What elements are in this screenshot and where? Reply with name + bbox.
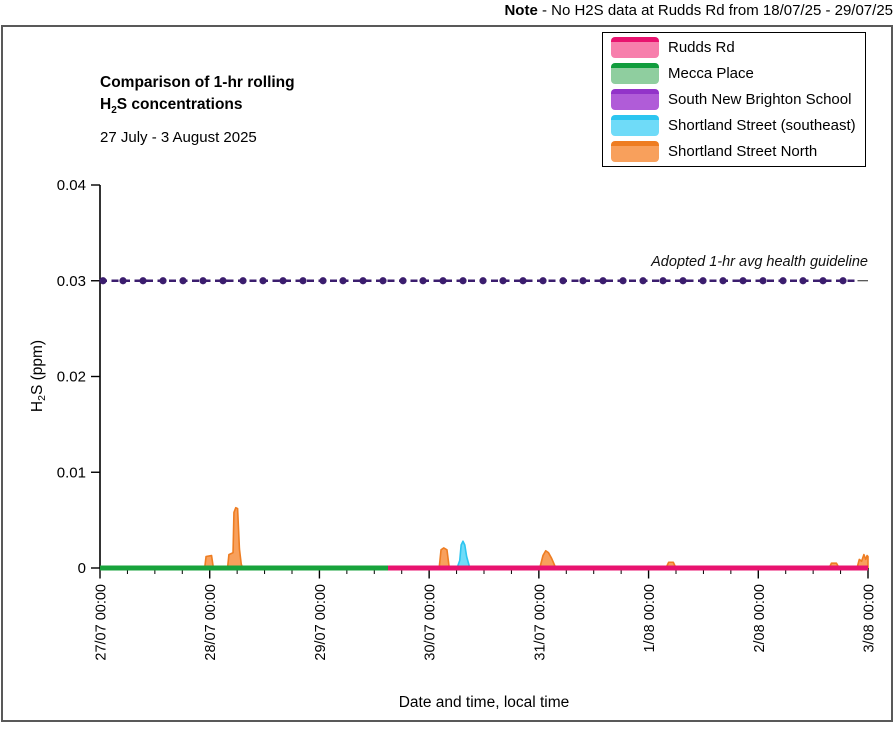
guideline-marker (219, 277, 227, 285)
legend-swatch-icon (611, 37, 659, 59)
guideline-marker (99, 277, 107, 285)
series-spike-shortland-street-north (538, 549, 557, 569)
guideline-marker (599, 277, 607, 285)
guideline-marker (479, 277, 487, 285)
x-tick-label: 28/07 00:00 (203, 584, 219, 661)
series-spike-shortland-street-north (856, 553, 869, 569)
legend-item: Mecca Place (603, 63, 865, 85)
guideline-marker (299, 277, 307, 285)
guideline-marker (339, 277, 347, 285)
guideline-marker (179, 277, 187, 285)
guideline-marker (799, 277, 807, 285)
y-tick-label: 0.01 (57, 464, 86, 481)
guideline-marker (279, 277, 287, 285)
guideline-marker (659, 277, 667, 285)
guideline-marker (559, 277, 567, 285)
guideline-marker (399, 277, 407, 285)
x-axis-title: Date and time, local time (399, 694, 570, 711)
guideline-annotation: Adopted 1-hr avg health guideline (650, 254, 868, 270)
guideline-marker (539, 277, 547, 285)
legend-label: Shortland Street North (668, 142, 818, 160)
guideline-marker (579, 277, 587, 285)
legend-label: Shortland Street (southeast) (668, 116, 856, 134)
guideline-marker (199, 277, 207, 285)
y-tick-label: 0.02 (57, 369, 86, 386)
legend-label: Rudds Rd (668, 39, 735, 57)
x-tick-label: 27/07 00:00 (94, 584, 110, 661)
legend-swatch-icon (611, 114, 659, 136)
x-tick-label: 3/08 00:00 (862, 584, 878, 653)
note-body: - No H2S data at Rudds Rd from 18/07/25 … (537, 2, 893, 19)
chart-title-line2: H2S concentrations (100, 95, 243, 116)
x-tick-label: 1/08 00:00 (642, 584, 658, 653)
guideline-marker (119, 277, 127, 285)
guideline-marker (759, 277, 767, 285)
guideline-marker (359, 277, 367, 285)
guideline-marker (779, 277, 787, 285)
guideline-marker (639, 277, 647, 285)
guideline-marker (839, 277, 847, 285)
series-spike-shortland-street-north (226, 506, 244, 569)
guideline-marker (139, 277, 147, 285)
guideline-marker (319, 277, 327, 285)
guideline-marker (419, 277, 427, 285)
guideline-marker (679, 277, 687, 285)
legend-swatch-icon (611, 88, 659, 110)
legend-box: Rudds Rd Mecca Place South New Brighton Sc… (602, 32, 866, 167)
x-tick-label: 30/07 00:00 (423, 584, 439, 661)
legend-item: South New Brighton School (603, 88, 865, 110)
series-spike-shortland-street-southeast- (456, 540, 471, 569)
y-tick-label: 0 (78, 560, 86, 577)
guideline-marker (519, 277, 527, 285)
guideline-marker (459, 277, 467, 285)
x-tick-label: 2/08 00:00 (752, 584, 768, 653)
guideline-marker (159, 277, 167, 285)
legend-label: South New Brighton School (668, 90, 852, 108)
note-text: Note - No H2S data at Rudds Rd from 18/0… (504, 2, 893, 19)
guideline-marker (819, 277, 827, 285)
guideline-marker (439, 277, 447, 285)
guideline-marker (239, 277, 247, 285)
legend-swatch-icon (611, 63, 659, 85)
y-tick-label: 0.04 (57, 177, 86, 194)
x-tick-label: 29/07 00:00 (313, 584, 329, 661)
guideline-marker (259, 277, 267, 285)
guideline-marker (379, 277, 387, 285)
guideline-marker (719, 277, 727, 285)
note-prefix: Note (504, 2, 538, 19)
y-axis-title: H2S (ppm) (29, 340, 48, 412)
chart-title-line1: Comparison of 1-hr rolling (100, 74, 295, 91)
legend-item: Rudds Rd (603, 37, 865, 59)
legend-item: Shortland Street (southeast) (603, 114, 865, 136)
chart-outer-border (1, 25, 893, 722)
series-spike-shortland-street-north (438, 547, 451, 569)
chart-title-block: Comparison of 1-hr rolling H2S concentra… (100, 72, 295, 148)
legend-item: Shortland Street North (603, 140, 865, 162)
legend-label: Mecca Place (668, 65, 754, 83)
y-tick-label: 0.03 (57, 273, 86, 290)
x-tick-label: 31/07 00:00 (532, 584, 548, 661)
guideline-marker (499, 277, 507, 285)
legend-swatch-icon (611, 140, 659, 162)
guideline-marker (619, 277, 627, 285)
chart-subtitle: 27 July - 3 August 2025 (100, 128, 257, 146)
guideline-marker (699, 277, 707, 285)
guideline-marker (739, 277, 747, 285)
